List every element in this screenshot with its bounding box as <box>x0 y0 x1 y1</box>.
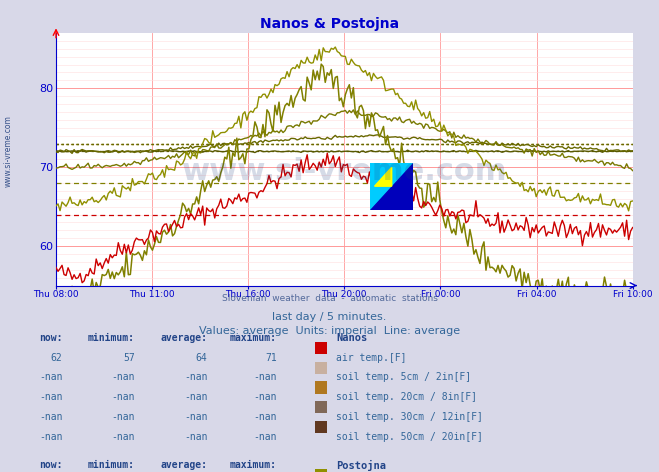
Text: Values: average  Units: imperial  Line: average: Values: average Units: imperial Line: av… <box>199 326 460 336</box>
Text: -nan: -nan <box>253 412 277 422</box>
Text: maximum:: maximum: <box>230 333 277 343</box>
Text: -nan: -nan <box>111 432 135 442</box>
Text: -nan: -nan <box>253 392 277 402</box>
Text: last day / 5 minutes.: last day / 5 minutes. <box>272 312 387 321</box>
Text: -nan: -nan <box>184 372 208 382</box>
Text: Nanos & Postojna: Nanos & Postojna <box>260 17 399 31</box>
Polygon shape <box>370 163 413 210</box>
Text: -nan: -nan <box>39 372 63 382</box>
Text: www.si-vreme.com: www.si-vreme.com <box>182 158 507 186</box>
Text: maximum:: maximum: <box>230 460 277 470</box>
Polygon shape <box>370 163 413 210</box>
Text: soil temp. 50cm / 20in[F]: soil temp. 50cm / 20in[F] <box>336 432 483 442</box>
Text: minimum:: minimum: <box>88 333 135 343</box>
Text: soil temp. 5cm / 2in[F]: soil temp. 5cm / 2in[F] <box>336 372 471 382</box>
Text: -nan: -nan <box>184 432 208 442</box>
Text: -nan: -nan <box>184 392 208 402</box>
Text: 64: 64 <box>196 353 208 362</box>
Polygon shape <box>374 168 391 186</box>
Text: -nan: -nan <box>184 412 208 422</box>
Text: 71: 71 <box>265 353 277 362</box>
Text: now:: now: <box>39 460 63 470</box>
Text: -nan: -nan <box>111 372 135 382</box>
Text: minimum:: minimum: <box>88 460 135 470</box>
Text: -nan: -nan <box>111 412 135 422</box>
Text: -nan: -nan <box>39 412 63 422</box>
Text: average:: average: <box>161 333 208 343</box>
Text: -nan: -nan <box>111 392 135 402</box>
Text: soil temp. 30cm / 12in[F]: soil temp. 30cm / 12in[F] <box>336 412 483 422</box>
Text: soil temp. 20cm / 8in[F]: soil temp. 20cm / 8in[F] <box>336 392 477 402</box>
Text: -nan: -nan <box>253 432 277 442</box>
Text: average:: average: <box>161 460 208 470</box>
Text: air temp.[F]: air temp.[F] <box>336 353 407 362</box>
Text: now:: now: <box>39 333 63 343</box>
Text: Slovenian  weather  data  -  automatic  stations: Slovenian weather data - automatic stati… <box>221 294 438 303</box>
Text: -nan: -nan <box>253 372 277 382</box>
Text: Postojna: Postojna <box>336 460 386 471</box>
Text: -nan: -nan <box>39 432 63 442</box>
Text: Nanos: Nanos <box>336 333 367 343</box>
Text: www.si-vreme.com: www.si-vreme.com <box>3 115 13 187</box>
Text: 57: 57 <box>123 353 135 362</box>
Text: 62: 62 <box>51 353 63 362</box>
Text: -nan: -nan <box>39 392 63 402</box>
